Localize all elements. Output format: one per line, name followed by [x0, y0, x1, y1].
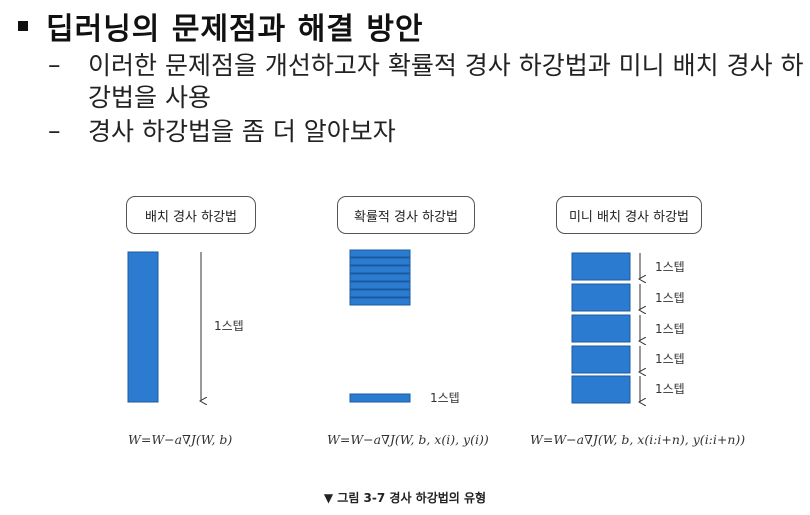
minibatch-step-label: 1스텝 [655, 352, 685, 366]
sgd-sample-block [349, 297, 411, 306]
dash-bullet: – [48, 50, 61, 79]
dash-bullet: – [48, 116, 61, 145]
label-minibatch-gd: 미니 배치 경사 하강법 [556, 196, 702, 234]
heading: 딥러닝의 문제점과 해결 방안 [18, 4, 424, 48]
sgd-sample-block [349, 281, 411, 290]
minibatch-step-label: 1스텝 [655, 382, 685, 396]
minibatch-block [571, 283, 631, 312]
minibatch-block [571, 252, 631, 281]
sgd-step-label: 1스텝 [430, 391, 460, 405]
sgd-sample-block [349, 273, 411, 282]
minibatch-formula: W=W−a∇J(W, b, x(i:i+n), y(i:i+n)) [530, 432, 746, 447]
sgd-sample-block [349, 249, 411, 258]
bullet-text-1: 이러한 문제점을 개선하고자 확률적 경사 하강법과 미니 배치 경사 하강법을… [88, 51, 804, 112]
bullet-text-2: 경사 하강법을 좀 더 알아보자 [88, 117, 396, 146]
minibatch-step-label: 1스텝 [655, 322, 685, 336]
page-title: 딥러닝의 문제점과 해결 방안 [46, 12, 424, 47]
batch-formula: W=W−a∇J(W, b) [128, 432, 233, 447]
sgd-sample-block [349, 265, 411, 274]
square-bullet-icon [18, 21, 28, 31]
label-batch-gd: 배치 경사 하강법 [126, 196, 256, 234]
minibatch-block [571, 345, 631, 374]
batch-block [127, 251, 159, 403]
minibatch-block [571, 375, 631, 404]
sgd-sample-block [349, 289, 411, 298]
sgd-formula: W=W−a∇J(W, b, x(i), y(i)) [327, 432, 489, 447]
label-sgd: 확률적 경사 하강법 [337, 196, 475, 234]
minibatch-step-label: 1스텝 [655, 260, 685, 274]
sgd-sample-block [349, 257, 411, 266]
minibatch-block [571, 314, 631, 343]
figure-caption: ▼ 그림 3-7 경사 하강법의 유형 [323, 491, 487, 505]
sgd-single-block [349, 393, 411, 403]
minibatch-step-label: 1스텝 [655, 291, 685, 305]
batch-step-label: 1스텝 [214, 319, 244, 333]
